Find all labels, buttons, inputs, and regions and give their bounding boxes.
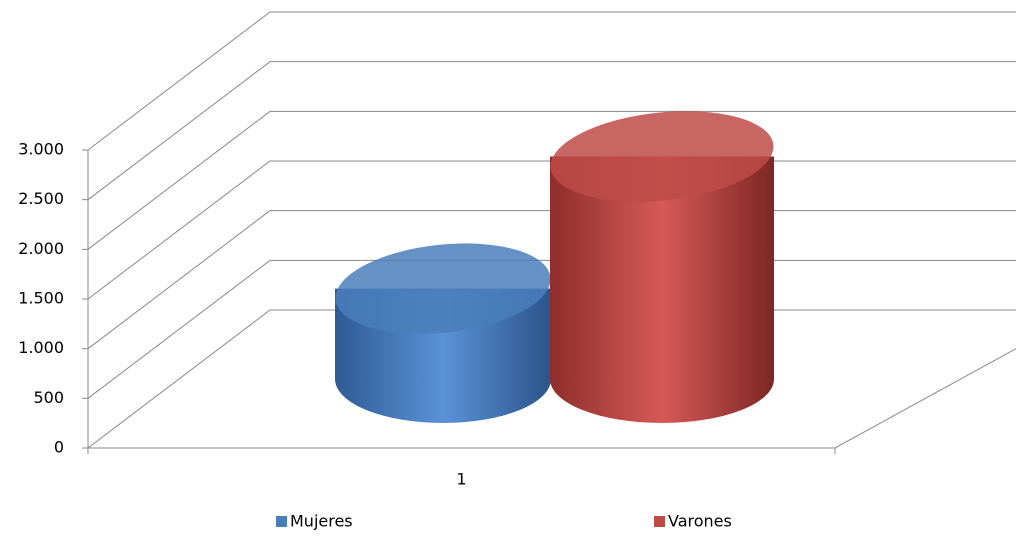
y-tick-label: 2.500 [18, 189, 64, 208]
grid-line [87, 61, 1016, 201]
y-tick-label: 2.000 [18, 239, 64, 258]
legend-swatch [276, 516, 287, 527]
legend-swatch [654, 516, 665, 527]
grid-line [87, 11, 1016, 151]
legend-label: Mujeres [290, 512, 353, 531]
grid-line [87, 110, 1016, 250]
cylinder [550, 156, 774, 423]
cylinder-top [335, 243, 551, 334]
y-tick-label: 1.000 [18, 338, 64, 357]
y-tick-label: 1.500 [18, 289, 64, 308]
y-tick-label: 500 [33, 388, 64, 407]
legend-label: Varones [668, 512, 732, 531]
x-tick-label: 1 [456, 470, 466, 489]
y-tick-label: 0 [54, 438, 64, 457]
y-tick-label: 3.000 [18, 140, 64, 159]
cylinder-top [550, 111, 774, 202]
